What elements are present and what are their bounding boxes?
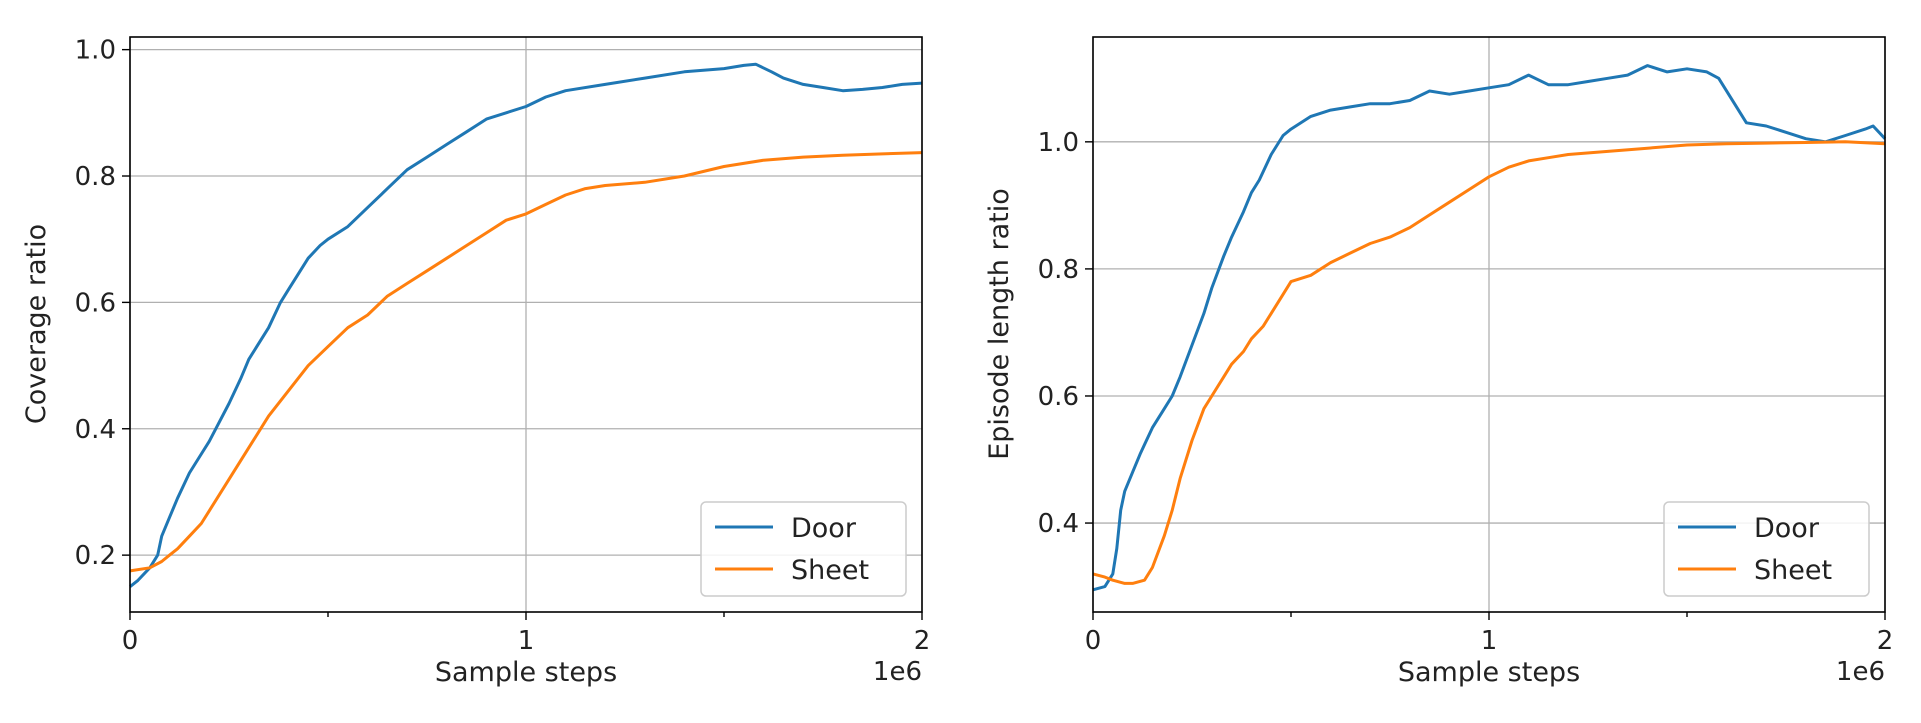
x-tick-label: 1: [518, 626, 535, 656]
legend-label-door: Door: [1754, 513, 1820, 544]
y-tick-label: 0.4: [1038, 509, 1079, 539]
legend-label-sheet: Sheet: [791, 555, 869, 586]
x-tick-label: 0: [1085, 626, 1102, 656]
y-axis-label: Episode length ratio: [984, 188, 1015, 460]
x-axis-label: Sample steps: [435, 657, 617, 688]
x-tick-label: 0: [122, 626, 139, 656]
series-line-door: [129, 62, 923, 588]
y-tick-label: 0.8: [1038, 255, 1079, 285]
legend: Door Sheet: [700, 501, 907, 597]
chart-panel-2: 0 1 2 0.4 0.6 0.8 1.0 1e6 Sample steps Episode le…: [984, 36, 1894, 688]
y-tick-label: 1.0: [75, 36, 116, 66]
legend-label-sheet: Sheet: [1754, 555, 1832, 586]
y-tick-label: 0.8: [75, 162, 116, 192]
x-tick-label: 2: [914, 626, 931, 656]
series-line-sheet: [1092, 140, 1886, 585]
x-offset-label: 1e6: [873, 657, 922, 687]
legend: Door Sheet: [1663, 501, 1870, 597]
y-tick-label: 1.0: [1038, 128, 1079, 158]
x-tick-label: 2: [1877, 626, 1894, 656]
y-tick-label: 0.4: [75, 415, 116, 445]
y-tick-label: 0.6: [75, 288, 116, 318]
chart-panel-1: 0 1 2 0.2 0.4 0.6 0.8 1.0 1e6 Sample steps Coverag…: [21, 36, 930, 688]
legend-label-door: Door: [791, 513, 857, 544]
y-tick-label: 0.6: [1038, 382, 1079, 412]
x-offset-label: 1e6: [1836, 657, 1885, 687]
series-line-door: [1092, 64, 1887, 592]
x-tick-label: 1: [1481, 626, 1498, 656]
x-axis-label: Sample steps: [1398, 657, 1580, 688]
series-line-sheet: [129, 151, 923, 573]
y-tick-label: 0.2: [75, 541, 116, 571]
y-axis-label: Coverage ratio: [21, 224, 52, 424]
